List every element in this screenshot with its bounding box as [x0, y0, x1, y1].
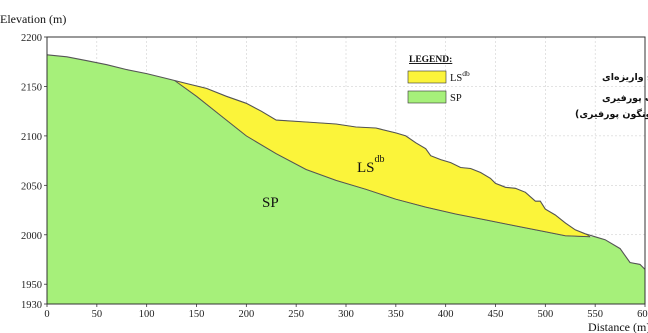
y-tick-label: 2050	[21, 181, 42, 192]
x-tick-label: 50	[92, 309, 103, 320]
x-axis-ticks: 0 50 100 150 200 250 300 350 400 450 500 550 600	[44, 304, 648, 320]
legend-sp-code: SP	[450, 93, 462, 104]
x-tick-label: 100	[139, 309, 155, 320]
sp-bedrock-region	[47, 54, 645, 304]
sp-region-label: SP	[262, 195, 279, 211]
x-axis-title: Distance (m)	[588, 320, 648, 333]
y-tick-label: 2100	[21, 132, 42, 143]
bedrock-contact-line	[174, 80, 591, 238]
ground-surface-line	[46, 54, 646, 270]
x-tick-label: 250	[288, 309, 304, 320]
x-tick-label: 150	[189, 309, 205, 320]
y-axis-title: Elevation (m)	[0, 12, 66, 26]
ls-region-label: LSdb	[357, 154, 385, 176]
x-tick-label: 300	[338, 309, 354, 320]
y-axis-ticks: 2200 2150 2100 2050 2000 1950 1930	[21, 33, 47, 311]
legend-sp-swatch	[407, 90, 447, 104]
x-tick-label: 200	[238, 309, 254, 320]
x-tick-label: 500	[537, 309, 553, 320]
x-tick-label: 450	[488, 309, 504, 320]
legend: LEGEND: LSdb مصالح واریزه‌ای SP مصالح مو…	[407, 55, 648, 120]
x-tick-label: 0	[44, 309, 49, 320]
legend-ls-swatch	[407, 70, 447, 84]
legend-sp-description-line2: (سونگون پورفیری)	[575, 108, 648, 120]
y-tick-label: 1930	[21, 300, 42, 311]
legend-title: LEGEND:	[409, 55, 452, 65]
y-tick-label: 2000	[21, 231, 42, 242]
x-tick-label: 350	[388, 309, 404, 320]
x-tick-label: 600	[637, 309, 648, 320]
y-tick-label: 2200	[21, 33, 42, 44]
legend-sp-description: مصالح مونزونیت پورفیری	[602, 93, 648, 104]
legend-ls-description: مصالح واریزه‌ای	[602, 72, 648, 83]
y-tick-label: 2150	[21, 82, 42, 93]
x-tick-label: 400	[438, 309, 454, 320]
y-tick-label: 1950	[21, 280, 42, 291]
x-tick-label: 550	[587, 309, 603, 320]
legend-ls-code: LSdb	[450, 69, 470, 84]
